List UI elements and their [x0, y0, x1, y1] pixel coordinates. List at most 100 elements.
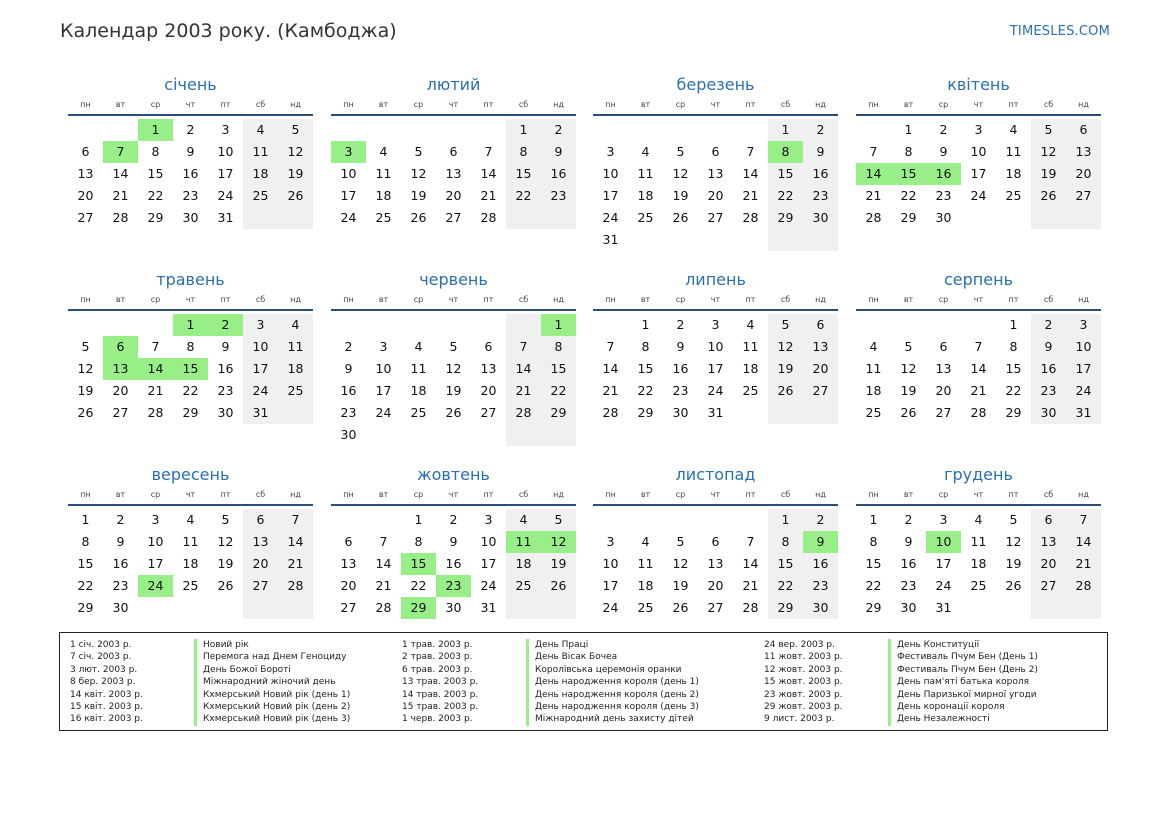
- day-cell: 18: [637, 188, 654, 203]
- day-cell: 15: [77, 556, 94, 571]
- day-cell: 27: [340, 600, 357, 615]
- holiday-name: Кхмерський Новий рік (день 2): [194, 700, 350, 714]
- weekday-label: пн: [605, 100, 616, 109]
- day-cell: 12: [278, 141, 313, 163]
- day-cell: 19: [672, 578, 689, 593]
- day-cell: 25: [970, 578, 987, 593]
- day-cell: 11: [637, 556, 654, 571]
- holiday-name: Королівська церемонія оранки: [526, 663, 682, 677]
- empty-cell: [331, 314, 366, 336]
- day-cell: 10: [970, 144, 987, 159]
- holiday-date: 9 лист. 2003 р.: [764, 714, 835, 725]
- month-name: вересень: [151, 465, 230, 484]
- day-cell: 10: [147, 534, 164, 549]
- legend-row: 23 жовт. 2003 р. День Паризької мирної уг…: [764, 688, 1094, 701]
- weekday-label: сб: [255, 295, 266, 304]
- day-cell: 2: [344, 339, 353, 354]
- day-cell: 13: [803, 336, 838, 358]
- legend-row: 14 квіт. 2003 р. Кхмерський Новий рік (де…: [70, 688, 400, 701]
- day-cell: 14: [742, 166, 759, 181]
- day-cell: 3: [606, 144, 615, 159]
- weekday-label: пн: [80, 490, 91, 499]
- day-cell: 30: [217, 405, 234, 420]
- holiday-name: Кхмерський Новий рік (день 1): [194, 688, 350, 701]
- day-cell: 28: [375, 600, 392, 615]
- day-cell: 31: [1066, 402, 1101, 424]
- day-cell: 9: [186, 144, 195, 159]
- day-cell: 13: [243, 531, 278, 553]
- day-cell: 12: [217, 534, 234, 549]
- day-cell: 29: [768, 207, 803, 229]
- month-name: березень: [676, 75, 755, 94]
- empty-cell: [996, 207, 1031, 229]
- day-grid: 1 2 3 4 5 6 7 8 9 10 11 12 13 14 15 16 17 18 19 20 21 22 23 24 2…: [856, 119, 1101, 229]
- day-cell: 3: [379, 339, 388, 354]
- day-cell: 28: [742, 210, 759, 225]
- day-cell: 17: [217, 166, 234, 181]
- day-cell: 31: [243, 402, 278, 424]
- day-cell: 14: [480, 166, 497, 181]
- empty-cell: [506, 597, 541, 619]
- weekday-label: чт: [185, 100, 196, 109]
- empty-cell: [331, 509, 366, 531]
- day-cell: 14: [375, 556, 392, 571]
- weekday-label: пн: [343, 490, 354, 499]
- month-divider: [593, 114, 838, 116]
- holiday-day: 16: [926, 163, 961, 185]
- day-cell: 26: [77, 405, 94, 420]
- weekday-label: ср: [938, 295, 949, 304]
- day-cell: 28: [112, 210, 129, 225]
- month-divider: [856, 309, 1101, 311]
- day-cell: 5: [676, 534, 685, 549]
- holiday-legend: 1 січ. 2003 р. Новий рік 7 січ. 2003 р. Пер…: [59, 632, 1108, 731]
- day-cell: 3: [243, 314, 278, 336]
- day-cell: 20: [340, 578, 357, 593]
- day-cell: 20: [445, 188, 462, 203]
- weekday-label: чт: [185, 295, 196, 304]
- day-cell: 12: [672, 166, 689, 181]
- day-cell: 11: [410, 361, 427, 376]
- day-cell: 8: [541, 336, 576, 358]
- empty-cell: [593, 509, 628, 531]
- day-cell: 19: [410, 188, 427, 203]
- day-cell: 20: [112, 383, 129, 398]
- site-link[interactable]: TIMESLES.COM: [1009, 24, 1110, 39]
- day-cell: 8: [1009, 339, 1018, 354]
- day-cell: 15: [768, 553, 803, 575]
- day-cell: 7: [151, 339, 160, 354]
- day-cell: 7: [869, 144, 878, 159]
- weekday-label: вт: [903, 490, 914, 499]
- day-grid: 1 2 3 4 5 6 7 8 9 10 11 12 13 14 15 16 17 18 19 20 21 22 23 24 2…: [593, 509, 838, 619]
- month-divider: [331, 114, 576, 116]
- month-3: березень пн вт ср чт пт сб нд 1 2 3 4 5 6 7 8 9 10 11 12 13 1…: [593, 75, 838, 251]
- day-cell: 27: [707, 600, 724, 615]
- day-cell: 19: [77, 383, 94, 398]
- day-cell: 6: [484, 339, 493, 354]
- day-cell: 30: [340, 427, 357, 442]
- day-cell: 7: [379, 534, 388, 549]
- holiday-date: 13 трав. 2003 р.: [402, 677, 479, 688]
- month-1: січень пн вт ср чт пт сб нд 1 2 3 4 5 6 7 8 9 10 11 12 13 14 1…: [68, 75, 313, 229]
- day-cell: 23: [541, 185, 576, 207]
- empty-cell: [436, 119, 471, 141]
- day-cell: 24: [375, 405, 392, 420]
- day-cell: 17: [375, 383, 392, 398]
- empty-cell: [541, 597, 576, 619]
- day-cell: 7: [746, 144, 755, 159]
- legend-row: 8 бер. 2003 р. Міжнародний жіночий день: [70, 676, 400, 689]
- weekday-label: пн: [605, 295, 616, 304]
- day-cell: 11: [182, 534, 199, 549]
- day-grid: 1 2 3 4 5 6 7 8 9 10 11 12 13 14 15 16 17 18 19 20 21 22 23 24 2…: [593, 314, 838, 424]
- empty-cell: [961, 314, 996, 336]
- month-name: травень: [156, 270, 225, 289]
- month-9: вересень пн вт ср чт пт сб нд 1 2 3 4 5 6 7 8 9 10 11 12 13 1…: [68, 465, 313, 619]
- holiday-name: День пам'яті батька короля: [888, 676, 1029, 689]
- day-cell: 6: [803, 314, 838, 336]
- day-cell: 20: [803, 358, 838, 380]
- holiday-date: 14 трав. 2003 р.: [402, 689, 479, 700]
- weekday-label: вт: [378, 100, 389, 109]
- weekday-label: чт: [448, 490, 459, 499]
- weekday-label: пн: [343, 295, 354, 304]
- day-cell: 17: [243, 358, 278, 380]
- weekday-label: вт: [903, 100, 914, 109]
